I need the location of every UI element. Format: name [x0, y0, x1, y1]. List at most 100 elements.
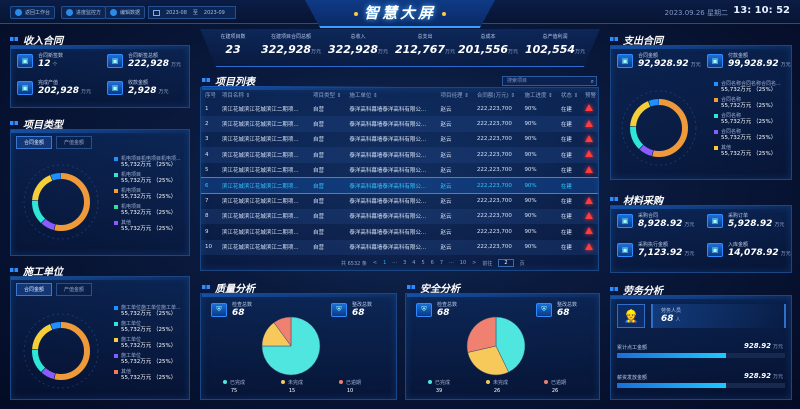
pager-page-8[interactable]: 10	[459, 260, 467, 266]
legend-item: 其他	[114, 369, 181, 375]
cell-amount: 222,223,700	[472, 147, 521, 163]
legend-value: 55,732万元 （25%）	[721, 103, 777, 109]
date-range-picker[interactable]: 2023-08 至 2023-09	[148, 6, 236, 19]
project-table-panel: 序号 项目名称 ⇕ 项目类型 ⇕ 施工单位 ⇕ 项目经理 ⇕ 合同额(万元) ⇕ 施工进度 …	[200, 87, 599, 271]
labor-panel: 👷 劳务人员 68 人 累计点工金额 928.92 万元 薪资发放金额 928.92 万元	[610, 295, 792, 400]
inspect-shield-icon: ⛨	[416, 302, 432, 317]
pager-prev-button[interactable]: <	[372, 260, 378, 266]
income-panel: ▣ 合同新签数 12 个 ▣ 合同新签总额 222,928 万元 ▣ 完成产值 202,928 万元 ▣…	[10, 45, 190, 108]
button-label: 进度监控方	[76, 10, 102, 16]
construction-panel: 合同金额 产值金额 施工单位施工单位施工单... 55,732万元 （25%） 施工单位…	[10, 276, 190, 400]
pager-page-6[interactable]: 7	[439, 260, 444, 266]
legend-label: 合同名称	[721, 129, 742, 135]
edit-icon	[110, 9, 117, 16]
safety-stat-text: 检查总数 68	[437, 301, 457, 318]
workers-unit: 人	[675, 317, 681, 323]
safety-stat-text: 整改总数 68	[557, 301, 577, 318]
stat-0: 在建项目数 23	[200, 33, 266, 56]
payment-amount-icon: ▣	[707, 53, 723, 68]
cell-amount: 222,223,700	[476, 167, 512, 173]
purchase-contract-icon: ▣	[617, 213, 633, 228]
column-header-7[interactable]: 状态 ⇕	[560, 92, 579, 99]
warning-icon[interactable]	[584, 211, 593, 219]
legend-label: 已逾期	[551, 380, 567, 386]
pager-page-5[interactable]: 6	[430, 260, 434, 266]
contract-count-icon: ▣	[17, 53, 33, 68]
pager-page-suffix: 页	[519, 260, 525, 267]
legend-item: 施工单位施工单位施工单...	[114, 305, 181, 311]
legend-item: 其他	[714, 145, 781, 151]
tab-0[interactable]: 合同金额	[16, 283, 53, 296]
stat-label: 总收入	[350, 34, 366, 40]
legend-row: 未完成	[486, 379, 508, 386]
title-decoration-dot	[354, 12, 358, 16]
expenditure-card-text: 付款金额 99,928.92 万元	[728, 52, 791, 69]
pager-goto-input[interactable]: 2	[498, 259, 514, 267]
pager-page-2[interactable]: 3	[403, 260, 407, 266]
column-header-1[interactable]: 项目名称 ⇕	[221, 92, 251, 99]
table-row[interactable]: 2 滨江花城滨江花城滨江二期项... 自营 泰洋高科幕墙泰洋高科有限公... 赵云 222…	[201, 116, 598, 132]
column-header-4[interactable]: 项目经理 ⇕	[440, 92, 469, 99]
table-row[interactable]: 1 滨江花城滨江花城滨江二期项... 自营 泰洋高科幕墙泰洋高科有限公... 赵云 222…	[201, 101, 598, 116]
legend-value: 55,732万元 （25%）	[121, 343, 177, 349]
legend-row: 已完成	[223, 379, 245, 386]
pager-next-button[interactable]: >	[472, 260, 477, 266]
warning-icon[interactable]	[584, 104, 593, 112]
search-icon[interactable]: ⌕	[590, 78, 594, 85]
pie-slice-2	[466, 316, 497, 353]
legend-value: 55,732万元 （25%）	[721, 119, 777, 125]
legend-swatch	[114, 322, 118, 326]
warning-icon[interactable]	[584, 134, 593, 142]
cell-manager: 赵云	[436, 147, 473, 163]
column-header-2[interactable]: 项目类型 ⇕	[312, 92, 342, 99]
bar-label: 累计点工金额	[617, 345, 648, 351]
back-to-workbench-button[interactable]: 返回工作台	[10, 6, 56, 19]
safety-pie-chart	[466, 316, 526, 376]
pager-page-0[interactable]: 1	[383, 260, 387, 266]
tab-1[interactable]: 产值金额	[56, 136, 93, 149]
pager-page-1[interactable]: ···	[392, 260, 398, 266]
tab-0[interactable]: 合同金额	[16, 136, 53, 149]
legend-dot	[281, 380, 285, 384]
construction-tabs: 合同金额 产值金额	[16, 283, 93, 296]
tab-1[interactable]: 产值金额	[56, 283, 93, 296]
pager-page-3[interactable]: 4	[412, 260, 416, 266]
cell-status: 在建	[556, 177, 581, 194]
table-row[interactable]: 10 滨江花城滨江花城滨江二期项... 自营 泰洋高科幕墙泰洋高科有限公... 赵云 22…	[201, 239, 598, 255]
monitor-button[interactable]: 进度监控方	[61, 6, 107, 19]
column-header-6[interactable]: 施工进度 ⇕	[524, 92, 553, 99]
legend-value: 55,732万元 （25%）	[121, 311, 177, 317]
expenditure-donut-chart	[621, 90, 697, 166]
warning-icon[interactable]	[584, 165, 593, 173]
table-row[interactable]: 4 滨江花城滨江花城滨江二期项... 自营 泰洋高科幕墙泰洋高科有限公... 赵云 222…	[201, 147, 598, 163]
edit-data-button[interactable]: 编辑数据	[105, 6, 146, 19]
date-text: 2023.09.26	[664, 9, 705, 17]
stat-1: 在建项目合同总额 322,928万元	[258, 33, 324, 56]
pager-page-7[interactable]: ···	[449, 260, 454, 266]
column-header-3[interactable]: 施工单位 ⇕	[349, 92, 378, 99]
card-value: 5,928.92	[728, 219, 773, 229]
warning-icon[interactable]	[584, 150, 593, 158]
table-row[interactable]: 8 滨江花城滨江花城滨江二期项... 自营 泰洋高科幕墙泰洋高科有限公... 赵云 222…	[201, 208, 598, 225]
table-row[interactable]: 3 滨江花城滨江花城滨江二期项... 自营 泰洋高科幕墙泰洋高科有限公... 赵云 222…	[201, 132, 598, 147]
bar-value: 928.92	[743, 342, 771, 350]
table-row[interactable]: 5 滨江花城滨江花城滨江二期项... 自营 泰洋高科幕墙泰洋高科有限公... 赵云 222…	[201, 163, 598, 178]
legend-label: 机电项目	[121, 188, 142, 194]
warning-icon[interactable]	[584, 227, 593, 235]
warning-icon[interactable]	[584, 119, 593, 127]
cell-no: 9	[205, 228, 209, 235]
cell-no: 6	[201, 177, 218, 194]
pie-slice-0	[495, 316, 526, 373]
table-row[interactable]: 9 滨江花城滨江花城滨江二期项... 自营 泰洋高科幕墙泰洋高科有限公... 赵云 222…	[201, 224, 598, 239]
column-header-5[interactable]: 合同额(万元) ⇕	[476, 92, 516, 99]
cell-no: 7	[205, 198, 209, 205]
warning-icon[interactable]	[584, 242, 593, 250]
table-row[interactable]: 7 滨江花城滨江花城滨江二期项... 自营 泰洋高科幕墙泰洋高科有限公... 赵云 222…	[201, 193, 598, 208]
table-row[interactable]: 6 滨江花城滨江花城滨江二期项... 自营 泰洋高科幕墙泰洋高科有限公... 赵云 222…	[201, 177, 598, 194]
project-search-input[interactable]: 搜索项目 ⌕	[502, 76, 597, 86]
cell-status: 在建	[560, 199, 572, 206]
warning-icon[interactable]	[584, 196, 593, 204]
legend-swatch	[114, 205, 118, 209]
cell-manager: 赵云	[440, 137, 452, 144]
pager-page-4[interactable]: 5	[421, 260, 425, 266]
